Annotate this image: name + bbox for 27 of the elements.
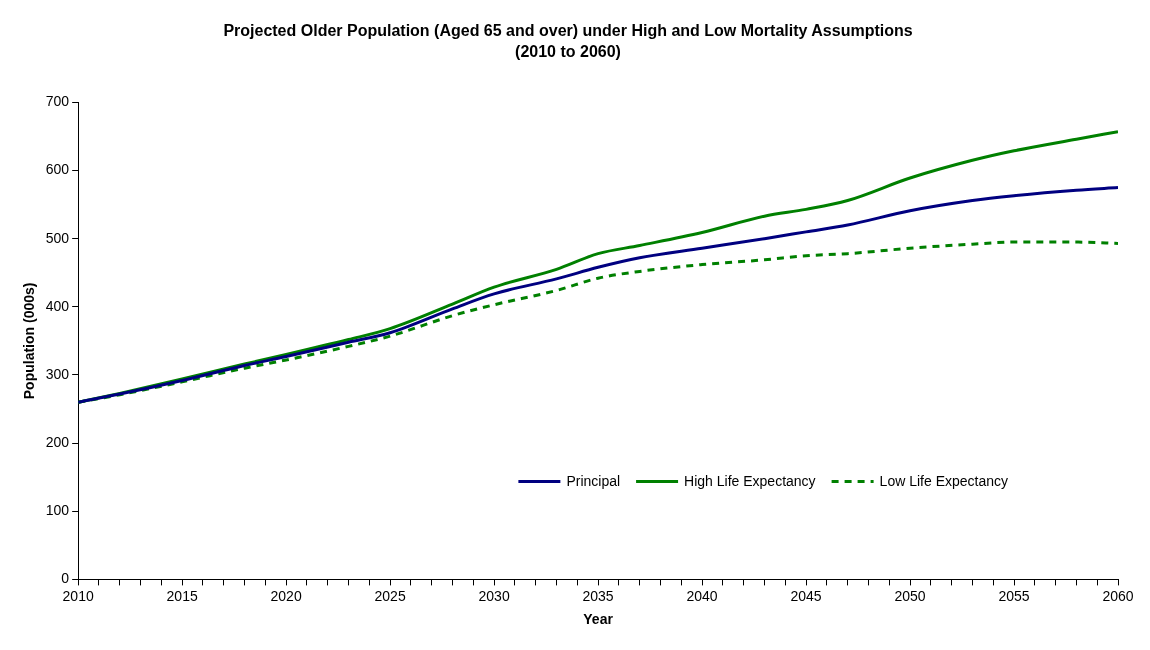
legend-label: Low Life Expectancy bbox=[879, 473, 1008, 490]
chart-title: Projected Older Population (Aged 65 and over) under High and Low Mortality Assumptions bbox=[223, 22, 913, 40]
x-tick-label: 2045 bbox=[790, 587, 822, 604]
y-tick-label: 500 bbox=[45, 229, 70, 246]
legend-label: Principal bbox=[566, 473, 621, 490]
x-tick-label: 2030 bbox=[478, 587, 510, 604]
x-tick-label: 2010 bbox=[62, 587, 94, 604]
chart-subtitle: (2010 to 2060) bbox=[515, 43, 621, 61]
x-tick-label: 2020 bbox=[270, 587, 302, 604]
legend-label: High Life Expectancy bbox=[684, 473, 816, 490]
x-axis-title: Year bbox=[583, 611, 614, 628]
y-tick-label: 400 bbox=[45, 297, 70, 314]
x-tick-label: 2060 bbox=[1102, 587, 1134, 604]
y-axis-title: Population (000s) bbox=[21, 282, 38, 400]
x-tick-label: 2050 bbox=[894, 587, 926, 604]
line-series bbox=[78, 186, 1118, 404]
x-tick-label: 2040 bbox=[686, 587, 718, 604]
x-tick-label: 2055 bbox=[998, 587, 1030, 604]
x-tick-label: 2035 bbox=[582, 587, 614, 604]
y-tick-label: 600 bbox=[45, 161, 70, 178]
y-tick-label: 0 bbox=[61, 570, 70, 587]
y-tick-label: 100 bbox=[45, 502, 70, 519]
y-tick-label: 700 bbox=[45, 93, 70, 110]
x-tick-label: 2025 bbox=[374, 587, 406, 604]
y-tick-label: 300 bbox=[45, 365, 70, 382]
x-tick-label: 2015 bbox=[166, 587, 198, 604]
y-tick-label: 200 bbox=[45, 433, 70, 450]
